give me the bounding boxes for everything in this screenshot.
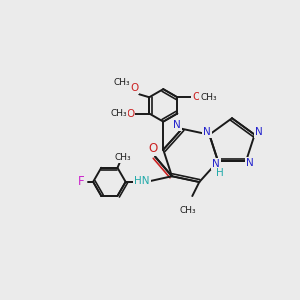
Text: CH₃: CH₃ <box>114 153 131 162</box>
Text: CH₃: CH₃ <box>180 206 196 215</box>
Text: CH₃: CH₃ <box>200 93 217 102</box>
Text: N: N <box>255 127 262 136</box>
Text: O: O <box>126 109 134 118</box>
Text: N: N <box>246 158 254 168</box>
Text: CH₃: CH₃ <box>111 109 128 118</box>
Text: N: N <box>203 127 211 136</box>
Text: H: H <box>216 168 224 178</box>
Text: N: N <box>173 120 181 130</box>
Text: O: O <box>148 142 158 155</box>
Text: N: N <box>212 159 220 169</box>
Text: HN: HN <box>134 176 149 186</box>
Text: O: O <box>192 92 200 102</box>
Text: F: F <box>78 175 84 188</box>
Text: CH₃: CH₃ <box>114 78 130 87</box>
Text: O: O <box>130 83 138 93</box>
